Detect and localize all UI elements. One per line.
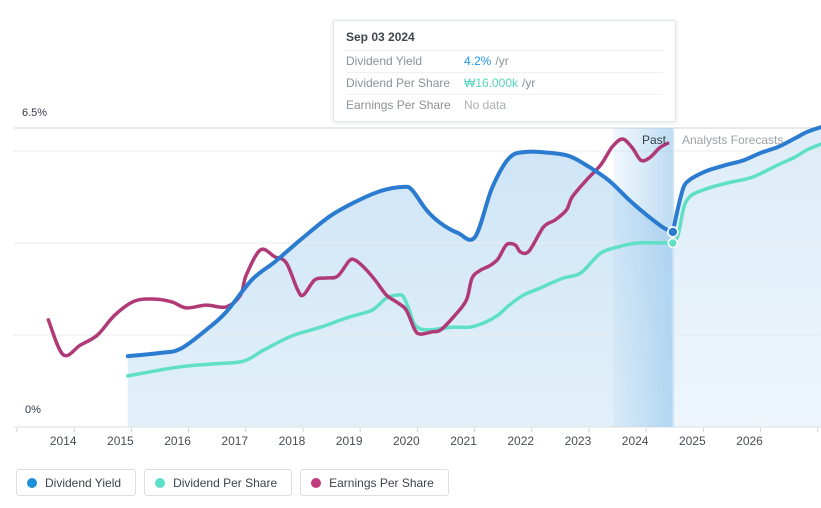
legend-item-dividend-yield[interactable]: Dividend Yield	[16, 469, 137, 496]
x-axis-year-label: 2015	[107, 434, 134, 448]
dividend-per-share-line-past	[126, 241, 675, 378]
x-axis-year-label: 2017	[221, 434, 248, 448]
dividend-yield-marker-dot	[667, 226, 679, 238]
past-zone-label: Past	[641, 133, 666, 147]
tooltip-row-dividend-per-share: Dividend Per Share ₩16.000k/yr	[346, 73, 663, 95]
dividend-yield-line-past	[125, 149, 675, 359]
x-axis-year-label: 2023	[565, 434, 592, 448]
x-axis-year-label: 2021	[450, 434, 477, 448]
y-axis-label-min: 0%	[25, 404, 41, 416]
x-axis-year-label: 2018	[279, 434, 306, 448]
tooltip-date: Sep 03 2024	[346, 28, 663, 51]
tooltip-row-earnings-per-share: Earnings Per Share No data	[346, 95, 663, 116]
earnings-per-share-line	[46, 137, 670, 358]
legend-label: Earnings Per Share	[329, 475, 434, 490]
y-axis-label-max: 6.5%	[22, 107, 48, 119]
x-axis-year-label: 2025	[679, 434, 706, 448]
x-axis-year-label: 2024	[622, 434, 649, 448]
past-forecast-divider	[671, 128, 675, 427]
dividend-yield-dot-icon	[27, 477, 37, 488]
x-axis-year-label: 2020	[393, 434, 420, 448]
analysts-forecasts-zone-label: Analysts Forecasts	[682, 133, 784, 147]
chart-plot-area[interactable]: 2014 2015 2016 2017 2018 2019 2020 2021 2022 2023…	[0, 0, 821, 455]
tooltip-label: Dividend Yield	[346, 54, 423, 68]
dividend-yield-line-forecast	[670, 125, 821, 234]
x-axis-year-label: 2019	[336, 434, 363, 448]
x-axis-year-label: 2016	[164, 434, 191, 448]
dividend-per-share-line-forecast	[671, 142, 821, 245]
x-axis-year-label: 2026	[736, 434, 763, 448]
x-axis-year-label: 2014	[50, 434, 77, 448]
dividend-yield-past-area	[127, 151, 673, 427]
dividend-per-share-marker-dot	[667, 237, 679, 249]
legend-label: Dividend Per Share	[173, 475, 278, 490]
legend-item-earnings-per-share[interactable]: Earnings Per Share	[300, 469, 449, 496]
tooltip-value: 4.2%/yr	[464, 54, 509, 68]
tooltip-label: Dividend Per Share	[346, 76, 451, 90]
earnings-per-share-dot-icon	[311, 477, 322, 488]
x-axis-year-label: 2022	[507, 434, 534, 448]
past-highlight-band	[613, 128, 673, 427]
legend-label: Dividend Yield	[45, 475, 122, 490]
dividend-yield-forecast-area	[672, 127, 821, 427]
dividend-per-share-dot-icon	[155, 477, 166, 488]
chart-tooltip: Sep 03 2024 Dividend Yield 4.2%/yr Divid…	[333, 20, 676, 122]
tooltip-label: Earnings Per Share	[346, 98, 451, 112]
legend-item-dividend-per-share[interactable]: Dividend Per Share	[144, 469, 293, 496]
tooltip-value: ₩16.000k/yr	[464, 76, 536, 90]
tooltip-value: No data	[464, 98, 507, 112]
chart-legend: Dividend Yield Dividend Per Share Earnin…	[16, 469, 449, 496]
tooltip-row-dividend-yield: Dividend Yield 4.2%/yr	[346, 51, 663, 73]
